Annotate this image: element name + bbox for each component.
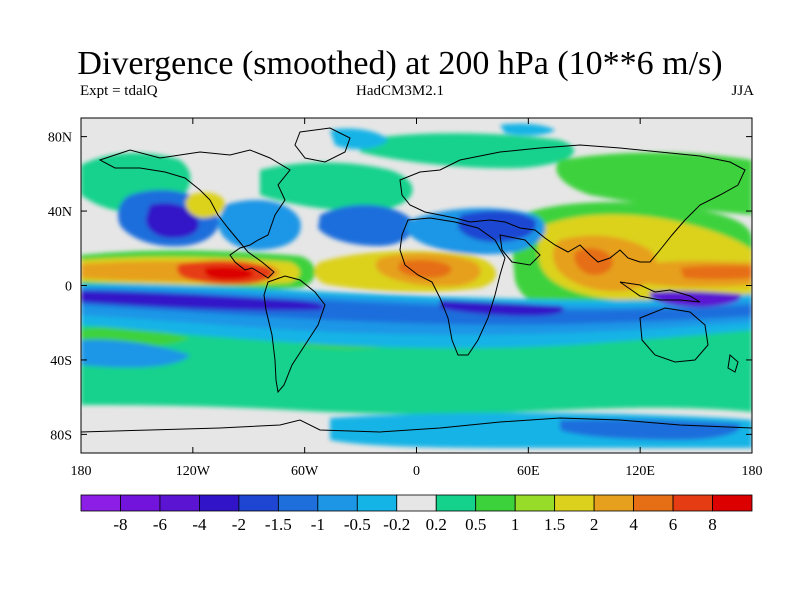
- lon-tick-label: 60E: [517, 464, 540, 479]
- lat-tick-label: 80N: [48, 131, 72, 146]
- siberia-green: [556, 152, 752, 215]
- colorbar-label: 1.5: [544, 515, 565, 534]
- colorbar-swatch: [554, 494, 595, 512]
- arabia-coast: [499, 234, 541, 266]
- colorbar-label: -6: [153, 515, 167, 534]
- colorbar-swatch: [80, 494, 121, 512]
- lon-tick-label: 120W: [176, 464, 211, 479]
- tropical-convergence-deep: [81, 291, 324, 311]
- lat-tick-label: 40S: [50, 354, 72, 369]
- colorbar-label: -1: [311, 515, 325, 534]
- colorbar-label: -2: [232, 515, 246, 534]
- australia-coast: [639, 307, 709, 363]
- colorbar-swatch: [475, 494, 516, 512]
- lon-tick-label: 60W: [291, 464, 319, 479]
- colorbar-swatch: [199, 494, 240, 512]
- colorbar-swatch: [277, 494, 319, 512]
- colorbar-labels: -8 -6 -4 -2 -1.5 -1 -0.5 -0.2 0.2 0.5 1 1.5 2 4 6 8: [113, 515, 716, 534]
- latitude-labels: 80N 40N 0 40S 80S: [48, 131, 72, 444]
- colorbar-swatch: [593, 494, 634, 512]
- colorbar-label: 2: [590, 515, 599, 534]
- north-atlantic-green: [260, 162, 413, 211]
- canada-blue: [330, 128, 388, 150]
- colorbar-swatch: [356, 494, 398, 512]
- south-america-coast: [263, 275, 326, 394]
- colorbar-label: 8: [708, 515, 717, 534]
- colorbar-swatch: [159, 494, 200, 512]
- arctic-green: [360, 133, 575, 169]
- colorbar-swatch: [514, 494, 556, 512]
- colorbar-label: 0.2: [426, 515, 447, 534]
- colorbar-label: -4: [192, 515, 207, 534]
- lon-tick-label: 0: [413, 464, 420, 479]
- map-plot-area: [81, 118, 752, 453]
- colorbar-swatch: [672, 494, 713, 512]
- antarctica-coast: [81, 417, 752, 433]
- colorbar-swatch: [396, 494, 437, 512]
- lat-tick-label: 80S: [50, 428, 72, 443]
- coastlines: [81, 127, 752, 433]
- east-pacific-dark-red: [204, 266, 254, 280]
- colorbar-label: 1: [511, 515, 520, 534]
- colorbar-label: 4: [629, 515, 638, 534]
- maritime-continent-coast: [619, 281, 701, 303]
- sahara-convergence-core: [458, 210, 536, 243]
- colorbar-label: 6: [669, 515, 678, 534]
- colorbar-label: -0.5: [344, 515, 371, 534]
- chart-title: Divergence (smoothed) at 200 hPa (10**6 …: [77, 45, 723, 82]
- colorbar-label: -8: [113, 515, 127, 534]
- north-america-coast: [98, 149, 291, 279]
- colorbar-swatch: [435, 494, 477, 512]
- divergence-field: [81, 123, 752, 448]
- axis-ticks: [80, 118, 753, 453]
- colorbar-swatch: [238, 494, 279, 512]
- longitude-labels: 180 120W 60W 0 60E 120E 180: [71, 464, 763, 479]
- season-label: JJA: [731, 83, 754, 99]
- lon-tick-label: 180: [742, 464, 763, 479]
- south-pacific-blue: [81, 339, 190, 368]
- colorbar-label: -1.5: [265, 515, 292, 534]
- lat-tick-label: 0: [65, 280, 72, 295]
- southern-ocean-convergence-core: [560, 419, 741, 440]
- north-pacific-convergence-core: [145, 203, 199, 238]
- indian-ocean-deep: [440, 300, 564, 316]
- us-east-convergence: [218, 200, 301, 250]
- africa-red: [398, 259, 452, 278]
- africa-coast: [399, 217, 506, 356]
- greenland-coast: [294, 127, 351, 163]
- colorbar-label: 0.5: [465, 515, 486, 534]
- bay-of-bengal-red: [574, 248, 613, 276]
- west-pacific-red: [680, 265, 752, 280]
- colorbar-swatch: [317, 494, 358, 512]
- new-zealand-coast: [727, 354, 739, 373]
- experiment-label: Expt = tdalQ: [80, 83, 158, 99]
- colorbar-swatch: [633, 494, 674, 512]
- arctic-blue: [500, 123, 555, 136]
- lon-tick-label: 180: [71, 464, 92, 479]
- model-label: HadCM3M2.1: [356, 83, 444, 99]
- lat-tick-label: 40N: [48, 205, 72, 220]
- europe-asia-coast: [399, 144, 746, 263]
- north-pacific-yellow: [185, 192, 226, 218]
- colorbar-swatch: [120, 494, 161, 512]
- atlantic-convergence: [318, 204, 414, 246]
- colorbar: [80, 494, 753, 512]
- colorbar-label: -0.2: [383, 515, 410, 534]
- lon-tick-label: 120E: [625, 464, 655, 479]
- colorbar-swatch: [712, 494, 753, 512]
